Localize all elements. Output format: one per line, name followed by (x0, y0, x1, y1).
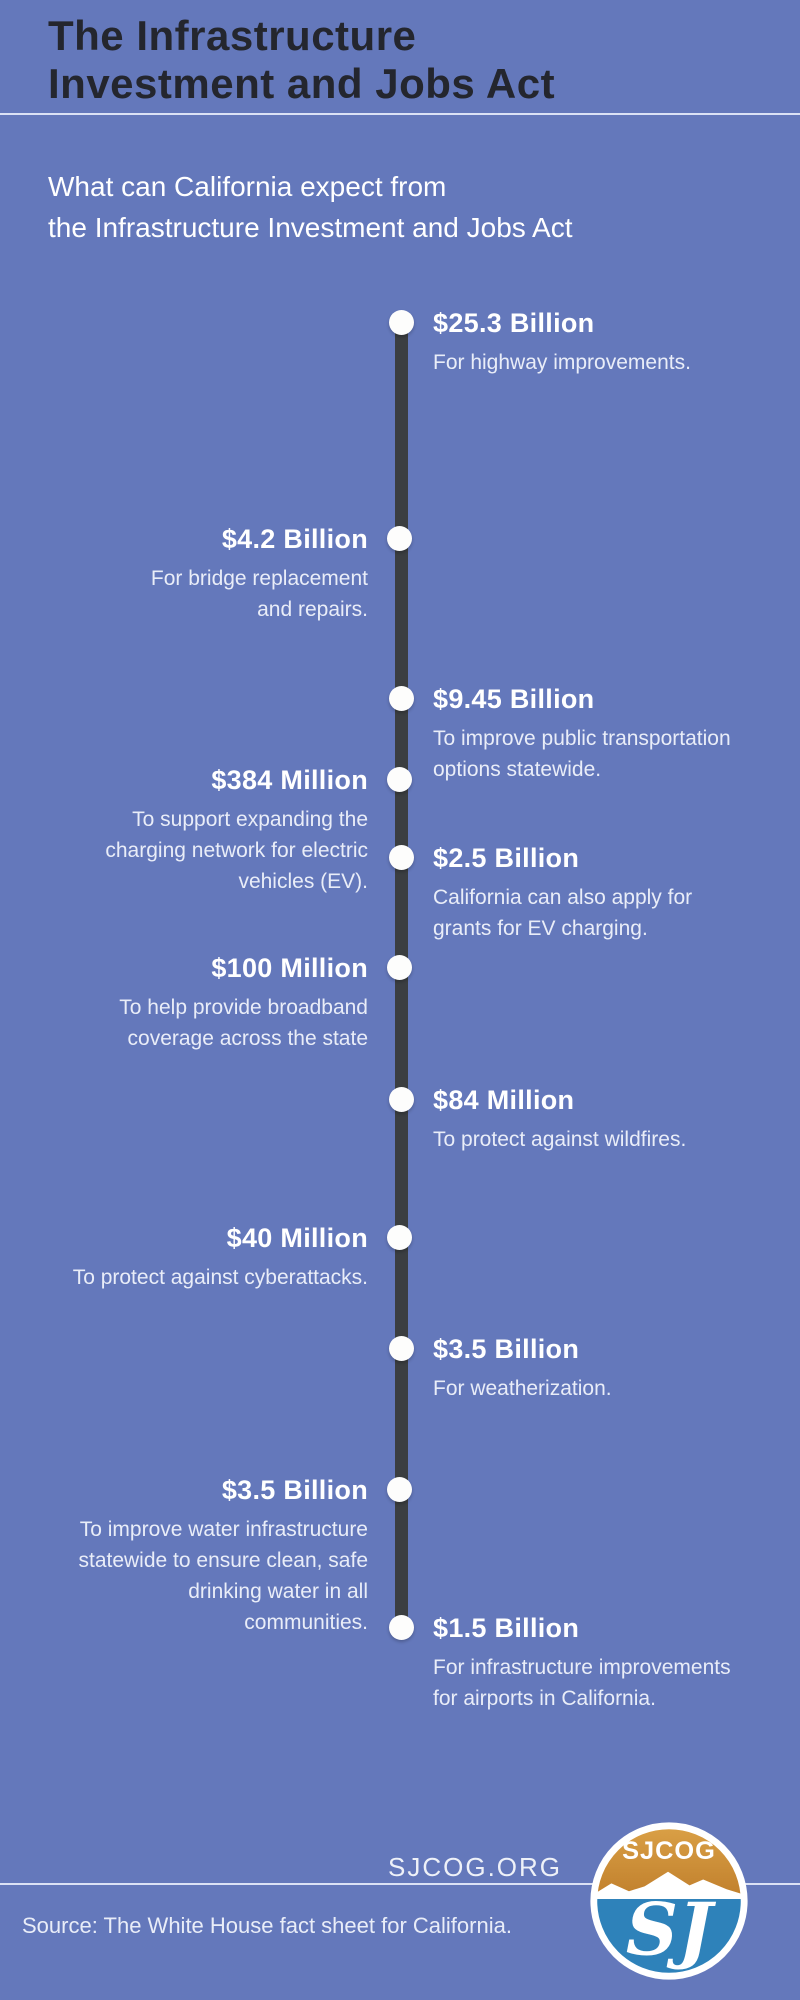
amount-description: To protect against wildfires. (433, 1128, 687, 1151)
amount-description: California can also apply for grants for… (433, 886, 693, 940)
sjcog-logo: SJCOG SJ (586, 1818, 752, 1984)
timeline-item-weatherization: $3.5 Billion For weatherization. (389, 1334, 612, 1404)
amount-description: To improve public transportation options… (433, 727, 731, 781)
amount-label: $84 Million (433, 1085, 575, 1115)
amount-description: For highway improvements. (433, 351, 691, 374)
logo-monogram: SJ (626, 1888, 717, 1973)
timeline-item-broadband: $100 Million To help provide broadband c… (119, 953, 412, 1054)
amount-description: To support expanding the charging networ… (105, 808, 368, 893)
amount-label: $3.5 Billion (221, 1475, 368, 1505)
amount-label: $3.5 Billion (433, 1334, 580, 1364)
timeline-item-ev-network: $384 Million To support expanding the ch… (105, 765, 412, 897)
amount-description: For weatherization. (433, 1377, 612, 1400)
timeline-dot-icon (389, 1615, 414, 1640)
logo-ring (590, 1822, 748, 1980)
timeline-dot-icon (387, 1477, 412, 1502)
timeline-item-cyberattacks: $40 Million To protect against cyberatta… (72, 1223, 412, 1293)
mountain-icon (593, 1871, 745, 1900)
source-note: Source: The White House fact sheet for C… (22, 1913, 512, 1938)
sjcog-logo-badge-icon: SJCOG SJ (590, 1822, 748, 1980)
page-title: The Infrastructure Investment and Jobs A… (48, 12, 556, 108)
timeline-dot-icon (389, 686, 414, 711)
amount-label: $100 Million (211, 953, 368, 983)
timeline-dot-icon (389, 1336, 414, 1361)
amount-label: $384 Million (211, 765, 368, 795)
amount-description: To help provide broadband coverage acros… (119, 996, 368, 1050)
header-divider (0, 113, 800, 115)
timeline-dot-icon (387, 767, 412, 792)
timeline-item-bridges: $4.2 Billion For bridge replacement and … (150, 524, 412, 625)
amount-label: $4.2 Billion (221, 524, 368, 554)
timeline-dot-icon (387, 1225, 412, 1250)
amount-description: For infrastructure improvements for airp… (433, 1656, 731, 1710)
timeline-dot-icon (387, 526, 412, 551)
amount-description: To protect against cyberattacks. (72, 1266, 368, 1289)
timeline-item-airports: $1.5 Billion For infrastructure improvem… (389, 1613, 731, 1714)
timeline-dot-icon (389, 310, 414, 335)
timeline-item-highways: $25.3 Billion For highway improvements. (389, 308, 691, 378)
subtitle: What can California expect from the Infr… (48, 171, 573, 244)
amount-description: For bridge replacement and repairs. (150, 567, 368, 621)
amount-label: $2.5 Billion (433, 843, 580, 873)
website-link[interactable]: SJCOG.ORG (388, 1852, 563, 1882)
amount-label: $9.45 Billion (433, 684, 595, 714)
amount-label: $40 Million (226, 1223, 368, 1253)
timeline-dot-icon (389, 845, 414, 870)
logo-wordmark: SJCOG (622, 1837, 716, 1865)
footer-divider (0, 1883, 800, 1885)
amount-label: $1.5 Billion (433, 1613, 580, 1643)
timeline-item-public-transport: $9.45 Billion To improve public transpor… (389, 684, 731, 785)
timeline-item-ev-grants: $2.5 Billion California can also apply f… (389, 843, 693, 944)
timeline-dot-icon (389, 1087, 414, 1112)
timeline-item-wildfires: $84 Million To protect against wildfires… (389, 1085, 687, 1155)
amount-label: $25.3 Billion (433, 308, 595, 338)
amount-description: To improve water infrastructure statewid… (78, 1518, 368, 1634)
timeline-dot-icon (387, 955, 412, 980)
timeline-item-water: $3.5 Billion To improve water infrastruc… (78, 1475, 412, 1638)
